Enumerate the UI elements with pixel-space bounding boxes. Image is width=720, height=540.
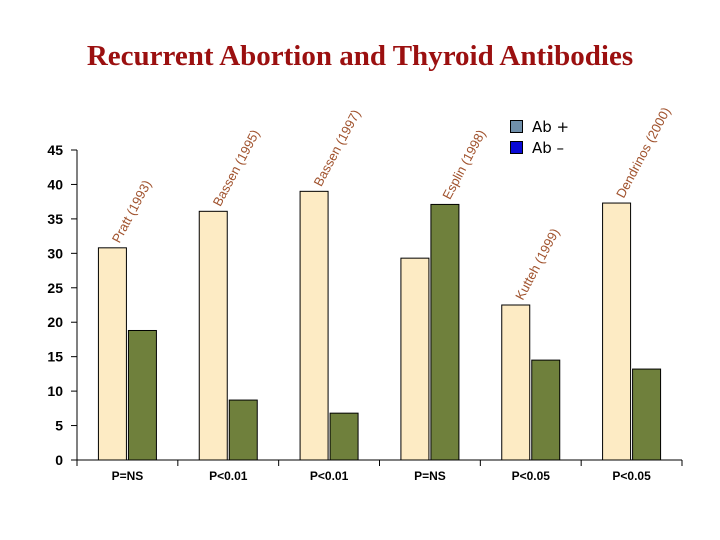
study-label-5: Dendrinos (2000) xyxy=(613,105,673,201)
bar-ab-positive-5 xyxy=(602,202,632,461)
category-label-3: P=NS xyxy=(414,469,446,483)
category-label-0: P=NS xyxy=(112,469,144,483)
category-label-5: P<0.05 xyxy=(612,469,651,483)
legend-label-ab-positive: Ab + xyxy=(532,117,570,136)
legend-item-ab-negative: Ab – xyxy=(510,137,569,158)
legend-item-ab-positive: Ab + xyxy=(510,116,569,137)
study-label-0: Pratt (1993) xyxy=(109,178,154,246)
y-tick-label-9: 45 xyxy=(47,142,63,158)
category-label-2: P<0.01 xyxy=(310,469,349,483)
bar-ab-positive-0 xyxy=(97,247,127,461)
bar-ab-negative-5 xyxy=(632,368,662,461)
y-tick-label-8: 40 xyxy=(47,176,63,192)
y-tick-label-7: 35 xyxy=(47,211,63,227)
chart-title: Recurrent Abortion and Thyroid Antibodie… xyxy=(86,40,634,72)
y-tick-label-3: 15 xyxy=(47,349,63,365)
study-label-1: Bassen (1995) xyxy=(210,127,263,209)
y-tick-label-5: 25 xyxy=(47,280,63,296)
bar-ab-negative-0 xyxy=(127,329,157,461)
y-tick-label-6: 30 xyxy=(47,245,63,261)
bar-ab-negative-3 xyxy=(430,203,460,461)
study-label-4: Kutteh (1999) xyxy=(512,226,562,303)
y-tick-label-1: 5 xyxy=(55,418,63,434)
bar-ab-positive-2 xyxy=(299,190,329,461)
study-label-2: Bassen (1997) xyxy=(310,107,363,189)
y-tick-label-2: 10 xyxy=(47,383,63,399)
bars xyxy=(97,190,662,461)
study-label-3: Esplin (1998) xyxy=(439,127,488,202)
y-tick-label-4: 20 xyxy=(47,314,63,330)
bar-ab-negative-2 xyxy=(329,412,359,461)
legend: Ab + Ab – xyxy=(510,116,569,158)
bar-ab-negative-1 xyxy=(228,399,258,461)
y-tick-label-0: 0 xyxy=(55,452,63,468)
bar-ab-positive-4 xyxy=(501,304,531,461)
bar-ab-positive-3 xyxy=(400,257,430,461)
legend-swatch-ab-negative xyxy=(510,141,523,154)
axes: 0 5 10 15 20 25 30 35 40 45 xyxy=(47,142,683,468)
legend-label-ab-negative: Ab – xyxy=(532,138,565,157)
bar-ab-negative-4 xyxy=(531,359,561,461)
labels: P=NS Pratt (1993) P<0.01 Bassen (1995) P<0.0… xyxy=(109,105,674,483)
category-label-1: P<0.01 xyxy=(209,469,248,483)
legend-swatch-ab-positive xyxy=(510,120,523,133)
category-label-4: P<0.05 xyxy=(512,469,551,483)
bar-ab-positive-1 xyxy=(198,210,228,461)
